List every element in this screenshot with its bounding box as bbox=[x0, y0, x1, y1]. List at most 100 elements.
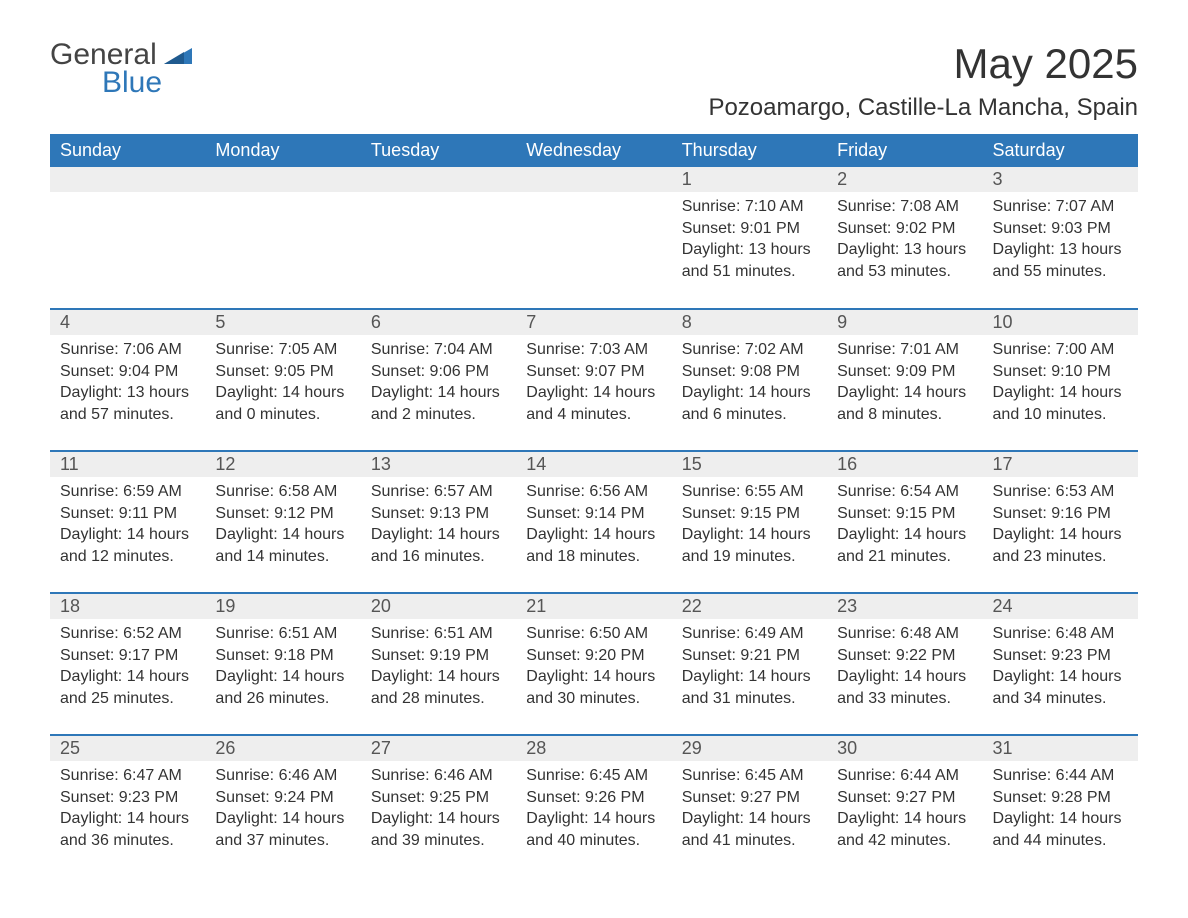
day-details: Sunrise: 6:58 AMSunset: 9:12 PMDaylight:… bbox=[205, 477, 360, 573]
day-details: Sunrise: 6:51 AMSunset: 9:19 PMDaylight:… bbox=[361, 619, 516, 715]
day-daylight2: and 57 minutes. bbox=[60, 404, 195, 426]
day-number: 15 bbox=[672, 452, 827, 477]
day-sunrise: Sunrise: 6:45 AM bbox=[682, 765, 817, 787]
location: Pozoamargo, Castille-La Mancha, Spain bbox=[708, 94, 1138, 122]
calendar-cell: 23Sunrise: 6:48 AMSunset: 9:22 PMDayligh… bbox=[827, 593, 982, 735]
day-number: 11 bbox=[50, 452, 205, 477]
day-sunset: Sunset: 9:23 PM bbox=[993, 645, 1128, 667]
day-details: Sunrise: 6:47 AMSunset: 9:23 PMDaylight:… bbox=[50, 761, 205, 857]
calendar-cell: 17Sunrise: 6:53 AMSunset: 9:16 PMDayligh… bbox=[983, 451, 1138, 593]
day-daylight2: and 19 minutes. bbox=[682, 546, 817, 568]
day-details: Sunrise: 6:44 AMSunset: 9:28 PMDaylight:… bbox=[983, 761, 1138, 857]
day-sunrise: Sunrise: 6:55 AM bbox=[682, 481, 817, 503]
calendar-cell bbox=[50, 167, 205, 309]
calendar-cell: 15Sunrise: 6:55 AMSunset: 9:15 PMDayligh… bbox=[672, 451, 827, 593]
day-daylight2: and 34 minutes. bbox=[993, 688, 1128, 710]
day-details: Sunrise: 7:07 AMSunset: 9:03 PMDaylight:… bbox=[983, 192, 1138, 288]
day-sunrise: Sunrise: 7:03 AM bbox=[526, 339, 661, 361]
day-daylight1: Daylight: 14 hours bbox=[215, 382, 350, 404]
day-daylight1: Daylight: 14 hours bbox=[837, 382, 972, 404]
day-daylight1: Daylight: 14 hours bbox=[371, 808, 506, 830]
day-sunrise: Sunrise: 6:45 AM bbox=[526, 765, 661, 787]
day-details: Sunrise: 6:48 AMSunset: 9:22 PMDaylight:… bbox=[827, 619, 982, 715]
day-daylight1: Daylight: 14 hours bbox=[682, 382, 817, 404]
calendar-week: 4Sunrise: 7:06 AMSunset: 9:04 PMDaylight… bbox=[50, 309, 1138, 451]
day-number: 14 bbox=[516, 452, 671, 477]
calendar-cell: 10Sunrise: 7:00 AMSunset: 9:10 PMDayligh… bbox=[983, 309, 1138, 451]
day-number: 17 bbox=[983, 452, 1138, 477]
day-sunrise: Sunrise: 6:47 AM bbox=[60, 765, 195, 787]
day-sunset: Sunset: 9:15 PM bbox=[837, 503, 972, 525]
day-daylight1: Daylight: 14 hours bbox=[371, 666, 506, 688]
day-sunset: Sunset: 9:08 PM bbox=[682, 361, 817, 383]
day-daylight1: Daylight: 14 hours bbox=[215, 808, 350, 830]
day-sunrise: Sunrise: 7:07 AM bbox=[993, 196, 1128, 218]
day-daylight2: and 16 minutes. bbox=[371, 546, 506, 568]
day-daylight2: and 37 minutes. bbox=[215, 830, 350, 852]
calendar-cell: 18Sunrise: 6:52 AMSunset: 9:17 PMDayligh… bbox=[50, 593, 205, 735]
calendar-head: SundayMondayTuesdayWednesdayThursdayFrid… bbox=[50, 134, 1138, 167]
day-daylight1: Daylight: 13 hours bbox=[60, 382, 195, 404]
day-sunrise: Sunrise: 6:53 AM bbox=[993, 481, 1128, 503]
day-details: Sunrise: 6:53 AMSunset: 9:16 PMDaylight:… bbox=[983, 477, 1138, 573]
day-sunrise: Sunrise: 6:50 AM bbox=[526, 623, 661, 645]
day-daylight1: Daylight: 14 hours bbox=[993, 666, 1128, 688]
day-sunrise: Sunrise: 6:46 AM bbox=[215, 765, 350, 787]
day-number bbox=[361, 167, 516, 192]
day-number: 21 bbox=[516, 594, 671, 619]
day-sunrise: Sunrise: 6:58 AM bbox=[215, 481, 350, 503]
day-number: 31 bbox=[983, 736, 1138, 761]
calendar-week: 1Sunrise: 7:10 AMSunset: 9:01 PMDaylight… bbox=[50, 167, 1138, 309]
day-daylight2: and 28 minutes. bbox=[371, 688, 506, 710]
calendar-cell: 19Sunrise: 6:51 AMSunset: 9:18 PMDayligh… bbox=[205, 593, 360, 735]
day-sunset: Sunset: 9:10 PM bbox=[993, 361, 1128, 383]
calendar-table: SundayMondayTuesdayWednesdayThursdayFrid… bbox=[50, 134, 1138, 877]
day-number: 12 bbox=[205, 452, 360, 477]
day-number: 8 bbox=[672, 310, 827, 335]
day-sunset: Sunset: 9:01 PM bbox=[682, 218, 817, 240]
day-daylight2: and 39 minutes. bbox=[371, 830, 506, 852]
day-sunset: Sunset: 9:02 PM bbox=[837, 218, 972, 240]
day-number: 30 bbox=[827, 736, 982, 761]
day-sunrise: Sunrise: 6:48 AM bbox=[837, 623, 972, 645]
day-details: Sunrise: 6:46 AMSunset: 9:24 PMDaylight:… bbox=[205, 761, 360, 857]
day-sunset: Sunset: 9:09 PM bbox=[837, 361, 972, 383]
day-number: 24 bbox=[983, 594, 1138, 619]
day-daylight1: Daylight: 13 hours bbox=[993, 239, 1128, 261]
day-sunset: Sunset: 9:27 PM bbox=[837, 787, 972, 809]
month-title: May 2025 bbox=[708, 40, 1138, 88]
day-sunset: Sunset: 9:24 PM bbox=[215, 787, 350, 809]
day-number: 7 bbox=[516, 310, 671, 335]
day-details: Sunrise: 6:45 AMSunset: 9:27 PMDaylight:… bbox=[672, 761, 827, 857]
day-sunrise: Sunrise: 6:44 AM bbox=[993, 765, 1128, 787]
day-details: Sunrise: 6:56 AMSunset: 9:14 PMDaylight:… bbox=[516, 477, 671, 573]
day-sunset: Sunset: 9:18 PM bbox=[215, 645, 350, 667]
day-daylight2: and 36 minutes. bbox=[60, 830, 195, 852]
day-daylight1: Daylight: 14 hours bbox=[371, 524, 506, 546]
calendar-week: 25Sunrise: 6:47 AMSunset: 9:23 PMDayligh… bbox=[50, 735, 1138, 877]
day-details: Sunrise: 7:10 AMSunset: 9:01 PMDaylight:… bbox=[672, 192, 827, 288]
day-daylight2: and 42 minutes. bbox=[837, 830, 972, 852]
day-sunrise: Sunrise: 7:06 AM bbox=[60, 339, 195, 361]
weekday-header: Friday bbox=[827, 134, 982, 167]
day-sunrise: Sunrise: 6:54 AM bbox=[837, 481, 972, 503]
day-sunrise: Sunrise: 6:59 AM bbox=[60, 481, 195, 503]
day-sunset: Sunset: 9:07 PM bbox=[526, 361, 661, 383]
day-number: 29 bbox=[672, 736, 827, 761]
weekday-header: Monday bbox=[205, 134, 360, 167]
day-details: Sunrise: 7:04 AMSunset: 9:06 PMDaylight:… bbox=[361, 335, 516, 431]
day-daylight1: Daylight: 14 hours bbox=[60, 808, 195, 830]
day-daylight1: Daylight: 14 hours bbox=[682, 666, 817, 688]
day-details: Sunrise: 6:57 AMSunset: 9:13 PMDaylight:… bbox=[361, 477, 516, 573]
day-details: Sunrise: 7:05 AMSunset: 9:05 PMDaylight:… bbox=[205, 335, 360, 431]
day-daylight2: and 8 minutes. bbox=[837, 404, 972, 426]
day-details: Sunrise: 6:49 AMSunset: 9:21 PMDaylight:… bbox=[672, 619, 827, 715]
day-daylight1: Daylight: 14 hours bbox=[526, 808, 661, 830]
day-number: 18 bbox=[50, 594, 205, 619]
day-sunset: Sunset: 9:19 PM bbox=[371, 645, 506, 667]
day-sunset: Sunset: 9:27 PM bbox=[682, 787, 817, 809]
day-details: Sunrise: 6:46 AMSunset: 9:25 PMDaylight:… bbox=[361, 761, 516, 857]
day-number: 4 bbox=[50, 310, 205, 335]
calendar-cell: 3Sunrise: 7:07 AMSunset: 9:03 PMDaylight… bbox=[983, 167, 1138, 309]
day-number: 19 bbox=[205, 594, 360, 619]
